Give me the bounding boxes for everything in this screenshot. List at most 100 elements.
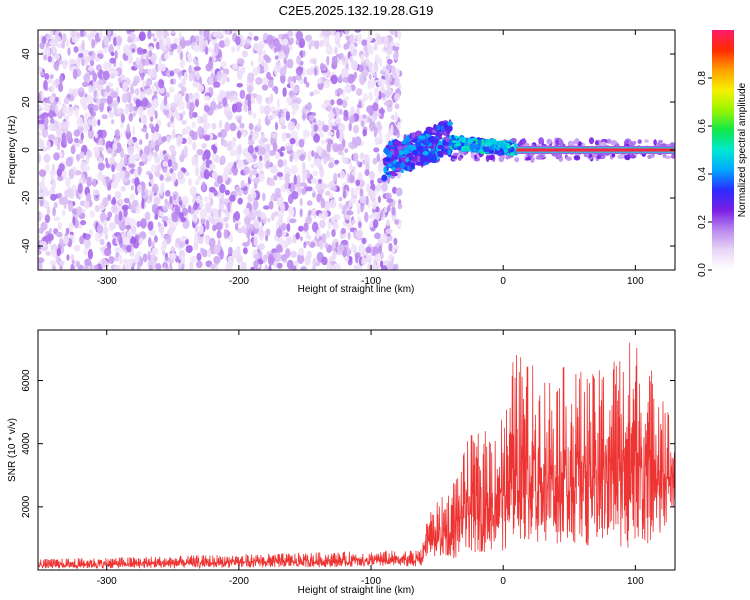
heatmap-cell [127, 54, 133, 64]
heatmap-y-tick-label: 0 [21, 147, 32, 153]
heatmap-cell [329, 157, 335, 163]
heatmap-cell [392, 186, 397, 194]
heatmap-cell [121, 204, 129, 211]
heatmap-cell [437, 144, 444, 150]
heatmap-cell [104, 90, 111, 98]
heatmap-cell [167, 159, 172, 168]
heatmap-cell [62, 33, 67, 43]
heatmap-cell [150, 163, 158, 173]
heatmap-cell [373, 130, 377, 138]
heatmap-cell [223, 198, 231, 204]
heatmap-cell [330, 99, 335, 106]
heatmap-cell [154, 171, 161, 178]
heatmap-cell [136, 184, 142, 193]
heatmap-cell [370, 179, 374, 185]
heatmap-cell [137, 165, 142, 176]
heatmap-cell [197, 205, 201, 211]
heatmap-cell [179, 59, 186, 69]
heatmap-cell [284, 173, 290, 184]
heatmap-cell [290, 130, 298, 138]
heatmap-cell [367, 79, 372, 90]
heatmap-cell [141, 190, 146, 196]
heatmap-cell [293, 85, 299, 94]
heatmap-cell [73, 46, 79, 53]
heatmap-cell [419, 155, 426, 164]
heatmap-cell [255, 76, 263, 85]
heatmap-cell [332, 250, 337, 260]
heatmap-cell [138, 31, 146, 41]
heatmap-cell [189, 130, 195, 138]
heatmap-cell [344, 148, 349, 154]
heatmap-cell [326, 262, 333, 270]
heatmap-cell [331, 55, 338, 66]
heatmap-cell [71, 259, 75, 265]
heatmap-cell [268, 265, 272, 270]
heatmap-cell [354, 187, 358, 198]
heatmap-cell [129, 251, 135, 257]
heatmap-cell [69, 234, 74, 240]
heatmap-cell [203, 122, 211, 130]
heatmap-cell [378, 244, 383, 254]
heatmap-cell [336, 88, 344, 95]
heatmap-cell [360, 120, 365, 127]
heatmap-cell [317, 196, 323, 202]
heatmap-cell [45, 42, 49, 48]
heatmap-cell [49, 169, 57, 176]
heatmap-cell [328, 111, 335, 120]
heatmap-cell [253, 253, 261, 260]
heatmap-cell [86, 94, 94, 105]
heatmap-cell [320, 183, 328, 190]
heatmap-cell [143, 145, 151, 156]
snr-y-ticks: 2000 4000 6000 [21, 369, 675, 518]
heatmap-cell [128, 201, 132, 210]
heatmap-cell [231, 103, 238, 113]
heatmap-cell [38, 249, 42, 256]
heatmap-cell [503, 148, 508, 154]
heatmap-cell [182, 111, 186, 116]
heatmap-cell [300, 182, 307, 187]
heatmap-cell [346, 222, 353, 230]
heatmap-cell [127, 138, 134, 146]
heatmap-cell [354, 30, 361, 33]
heatmap-cell [303, 76, 307, 85]
heatmap-cell [263, 54, 269, 61]
heatmap-cell [57, 231, 63, 238]
heatmap-cell [276, 262, 283, 269]
heatmap-cell [124, 216, 131, 224]
heatmap-cell [530, 156, 535, 163]
heatmap-cell [132, 125, 136, 136]
heatmap-cell [410, 162, 415, 169]
heatmap-cell [43, 54, 48, 61]
heatmap-cell [343, 43, 349, 50]
heatmap-cell [53, 202, 58, 208]
heatmap-cell [278, 216, 283, 227]
heatmap-cell [474, 144, 480, 148]
heatmap-cell [215, 222, 223, 231]
heatmap-cell [125, 225, 132, 230]
heatmap-cell [193, 44, 201, 53]
heatmap-cell [196, 260, 203, 269]
heatmap-cell [206, 249, 212, 258]
heatmap-cell [245, 152, 252, 163]
heatmap-cell [224, 121, 230, 132]
heatmap-cell [49, 96, 55, 103]
heatmap-cell [196, 72, 200, 81]
heatmap-y-tick-label: -40 [21, 238, 32, 253]
heatmap-cell [192, 192, 197, 203]
heatmap-cell [47, 55, 53, 63]
heatmap-cell [240, 180, 245, 188]
heatmap-cell [123, 197, 130, 204]
heatmap-cell [147, 221, 154, 231]
heatmap-cell [372, 219, 379, 229]
heatmap-cell [97, 79, 104, 85]
heatmap-cell [53, 152, 60, 161]
heatmap-cell [97, 119, 101, 126]
heatmap-cell [179, 154, 185, 163]
heatmap-cell [43, 103, 51, 112]
heatmap-cell [431, 140, 438, 144]
heatmap-cell [210, 101, 217, 111]
heatmap-cell [314, 157, 322, 168]
heatmap-cell [80, 30, 85, 38]
heatmap-cell [653, 139, 657, 146]
heatmap-cell [203, 169, 210, 180]
